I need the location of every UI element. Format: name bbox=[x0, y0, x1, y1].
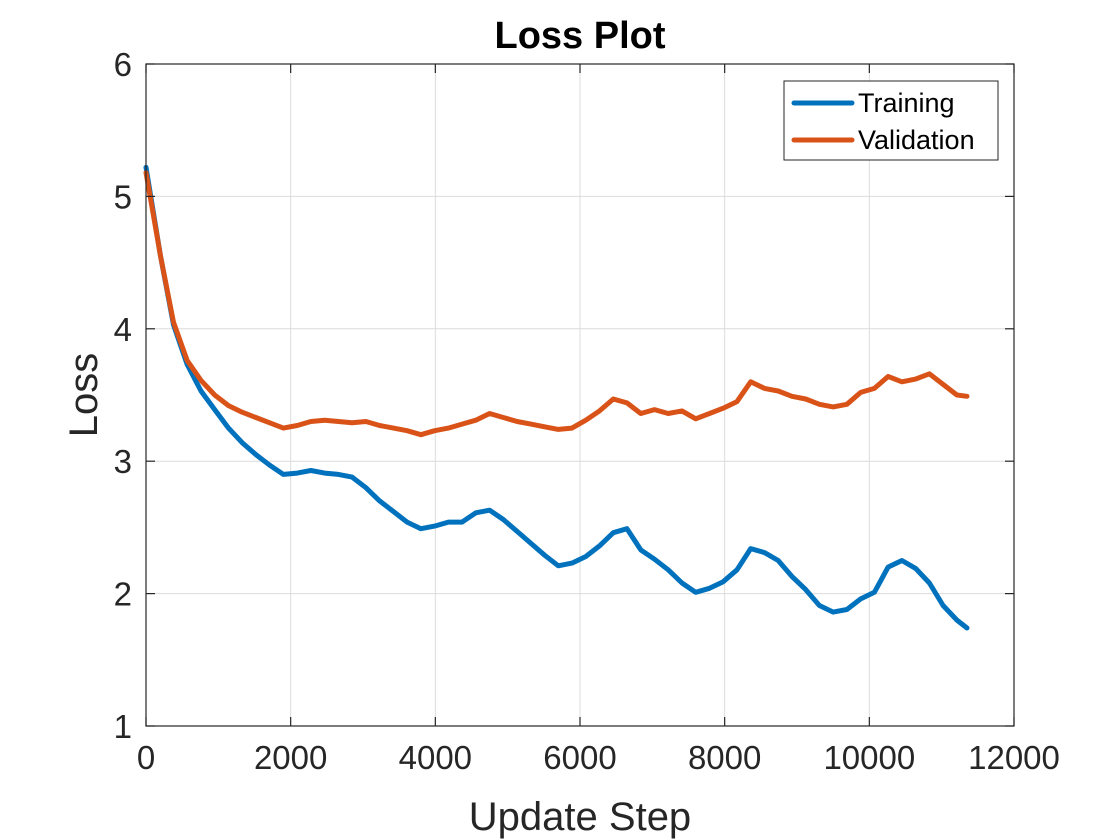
legend-label-validation: Validation bbox=[858, 125, 975, 155]
x-tick-label: 0 bbox=[137, 739, 155, 776]
x-tick-label: 6000 bbox=[543, 739, 616, 776]
chart-title: Loss Plot bbox=[494, 15, 665, 57]
y-tick-label: 6 bbox=[114, 46, 132, 83]
x-axis-label: Update Step bbox=[469, 795, 691, 839]
series-lines bbox=[143, 164, 970, 631]
y-tick-labels: 1 2 3 4 5 6 bbox=[114, 46, 132, 745]
y-tick-label: 3 bbox=[114, 443, 132, 480]
x-tick-label: 8000 bbox=[688, 739, 761, 776]
legend: Training Validation bbox=[783, 80, 999, 161]
legend-box bbox=[783, 80, 999, 161]
x-tick-label: 4000 bbox=[399, 739, 472, 776]
y-tick-label: 2 bbox=[114, 576, 132, 613]
x-tick-label: 2000 bbox=[254, 739, 327, 776]
y-tick-label: 4 bbox=[114, 311, 132, 348]
x-tick-labels: 0 2000 4000 6000 8000 10000 12000 bbox=[137, 739, 1060, 776]
x-tick-label: 10000 bbox=[823, 739, 915, 776]
series-line-validation bbox=[143, 170, 970, 438]
legend-label-training: Training bbox=[858, 88, 955, 118]
y-tick-label: 1 bbox=[114, 708, 132, 745]
series-line-training bbox=[143, 164, 970, 631]
x-tick-label: 12000 bbox=[968, 739, 1060, 776]
y-tick-label: 5 bbox=[114, 178, 132, 215]
ticks bbox=[145, 63, 1015, 727]
y-axis-label: Loss bbox=[62, 353, 106, 438]
